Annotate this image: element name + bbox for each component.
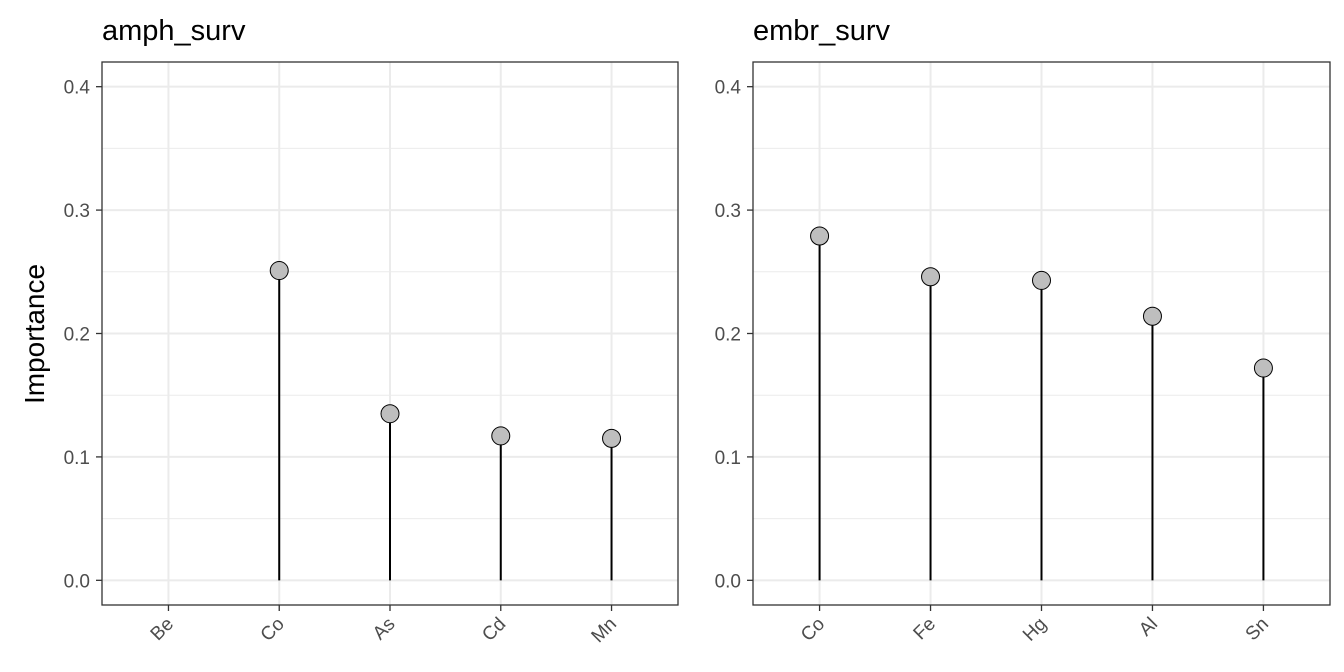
lollipop-point-mn: [602, 428, 622, 448]
y-tick-label: 0.4: [715, 78, 742, 99]
y-tick-label: 0.3: [64, 201, 90, 222]
lollipop-point-hg: [1032, 270, 1051, 290]
y-tick-label: 0.2: [64, 325, 90, 346]
panel-border: [752, 61, 1331, 606]
x-tick-label-al: Al: [1135, 614, 1162, 641]
x-tick-label-sn: Sn: [1242, 614, 1273, 645]
panel-title-embr-surv: embr_surv: [753, 15, 890, 47]
x-tick-label-as: As: [369, 614, 400, 645]
panel-title-amph-surv: amph_surv: [102, 15, 246, 47]
y-tick-label: 0.3: [715, 201, 741, 222]
x-tick-label-cd: Cd: [478, 614, 510, 646]
y-tick-label: 0.0: [64, 571, 90, 592]
lollipop-point-as: [380, 404, 400, 424]
lollipop-point-co: [269, 261, 289, 281]
y-tick-label: 0.4: [64, 78, 91, 99]
lollipop-point-al: [1142, 306, 1162, 326]
x-tick-label-mn: Mn: [588, 614, 622, 648]
lollipop-point-co: [810, 226, 830, 246]
x-tick-label-co: Co: [797, 614, 829, 646]
y-tick-label: 0.1: [64, 448, 90, 469]
y-axis-label: Importance: [19, 264, 50, 404]
x-tick-label-hg: Hg: [1019, 614, 1051, 646]
lollipop-point-fe: [921, 267, 941, 287]
y-tick-label: 0.0: [715, 571, 741, 592]
panel-border: [101, 61, 679, 606]
y-tick-label: 0.1: [715, 448, 741, 469]
lollipop-point-sn: [1253, 358, 1273, 378]
lollipop-point-cd: [491, 426, 511, 446]
x-tick-label-be: Be: [147, 614, 178, 645]
panel-embr-surv: embr_surv 0.0 0.1 0.2 0.3 0.4 Co Fe Hg Al Sn: [715, 15, 1331, 646]
x-tick-label-co: Co: [257, 614, 289, 646]
x-tick-label-fe: Fe: [910, 614, 941, 645]
panel-amph-surv: amph_surv 0.0 0.1 0.2 0.3 0.4 Be Co As Cd Mn: [64, 15, 679, 648]
y-tick-label: 0.2: [715, 325, 741, 346]
